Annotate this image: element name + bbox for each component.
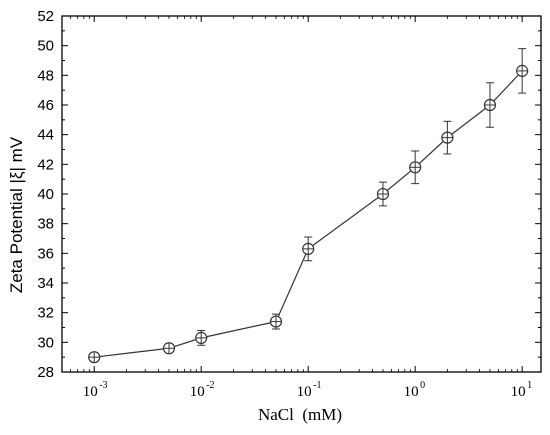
x-tick-label: 10 (404, 384, 419, 400)
x-tick-exponent: -2 (206, 380, 214, 391)
y-tick-label: 44 (37, 127, 54, 144)
plot-frame (61, 15, 542, 373)
y-tick-label: 30 (37, 334, 54, 351)
y-tick-label: 32 (37, 305, 54, 322)
x-tick-exponent: 0 (420, 380, 425, 391)
y-tick-label: 50 (37, 38, 54, 55)
x-tick-label: 10 (511, 384, 526, 400)
x-tick-label: 10 (190, 384, 205, 400)
x-tick-label: 10 (297, 384, 312, 400)
axes (61, 15, 542, 373)
y-tick-label: 42 (37, 156, 54, 173)
y-axis-label: Zeta Potential |ξ| mV (7, 136, 26, 293)
y-tick-label: 48 (37, 67, 54, 84)
y-tick-label: 52 (37, 8, 54, 25)
y-tick-label: 34 (37, 275, 54, 292)
y-tick-label: 28 (37, 364, 54, 381)
x-tick-label: 10 (83, 384, 98, 400)
x-tick-exponent: 1 (527, 380, 532, 391)
y-tick-label: 40 (37, 186, 54, 203)
x-axis-label: NaCl (mM) (258, 405, 342, 424)
y-tick-label: 38 (37, 216, 54, 233)
y-tick-label: 46 (37, 97, 54, 114)
x-tick-exponent: -3 (99, 380, 107, 391)
y-tick-label: 36 (37, 245, 54, 262)
data-series (88, 48, 529, 364)
series-line (94, 70, 523, 358)
x-tick-exponent: -1 (313, 380, 321, 391)
